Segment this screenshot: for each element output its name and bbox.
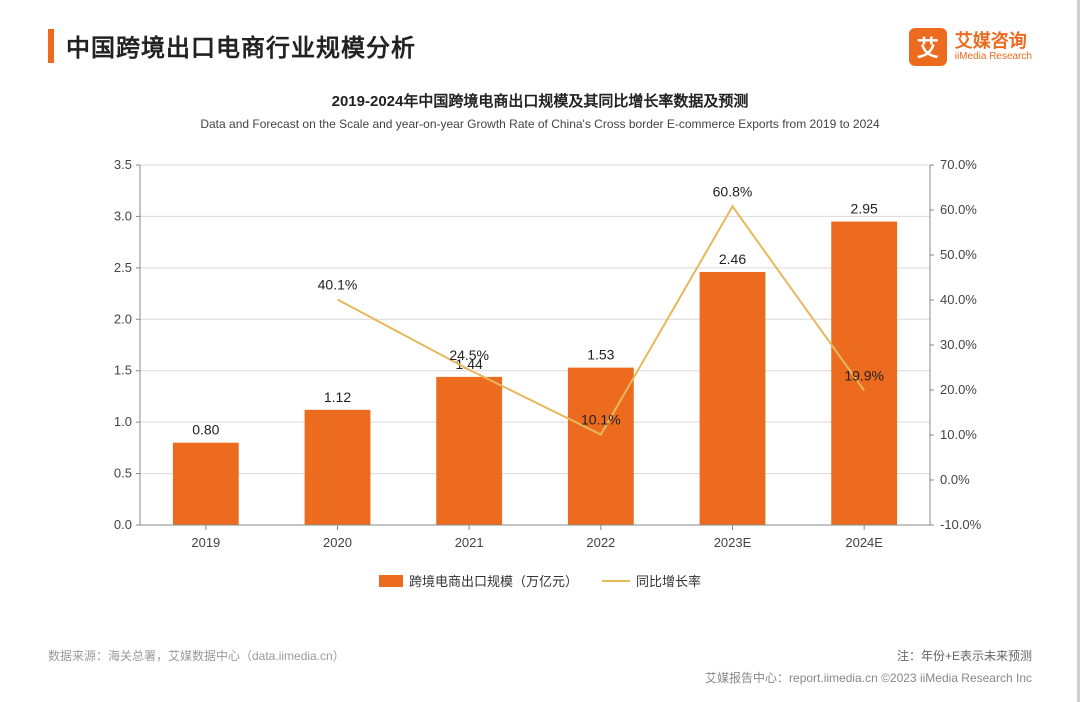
svg-text:20.0%: 20.0% xyxy=(940,382,977,397)
logo-cn: 艾媒咨询 xyxy=(955,32,1032,52)
svg-text:70.0%: 70.0% xyxy=(940,157,977,172)
legend-line-swatch xyxy=(602,580,630,582)
svg-text:60.0%: 60.0% xyxy=(940,202,977,217)
bar xyxy=(436,377,502,525)
logo-text: 艾媒咨询 iiMedia Research xyxy=(955,32,1032,63)
logo-en: iiMedia Research xyxy=(955,51,1032,62)
footer-note: 注：年份+E表示未来预测 xyxy=(897,647,1032,664)
svg-text:2.46: 2.46 xyxy=(719,251,746,267)
svg-text:1.12: 1.12 xyxy=(324,389,351,405)
svg-text:60.8%: 60.8% xyxy=(713,183,753,199)
svg-text:2020: 2020 xyxy=(323,535,352,550)
chart-svg: 0.0 0.5 1.0 1.5 2.0 2.5 3.0 3.5 -10.0% 0.0% 10.0% 2… xyxy=(90,155,990,565)
svg-text:2021: 2021 xyxy=(455,535,484,550)
svg-text:2.0: 2.0 xyxy=(114,311,132,326)
chart-area: 0.0 0.5 1.0 1.5 2.0 2.5 3.0 3.5 -10.0% 0.0% 10.0% 2… xyxy=(90,155,990,565)
svg-text:0.0%: 0.0% xyxy=(940,472,970,487)
svg-text:10.0%: 10.0% xyxy=(940,427,977,442)
svg-text:2024E: 2024E xyxy=(845,535,883,550)
svg-text:3.5: 3.5 xyxy=(114,157,132,172)
svg-text:19.9%: 19.9% xyxy=(844,367,884,383)
legend-bar-item: 跨境电商出口规模（万亿元） xyxy=(379,571,578,590)
svg-text:40.0%: 40.0% xyxy=(940,292,977,307)
svg-text:2023E: 2023E xyxy=(714,535,752,550)
svg-text:2.5: 2.5 xyxy=(114,260,132,275)
bar xyxy=(173,443,239,525)
legend-line-label: 同比增长率 xyxy=(636,571,701,590)
legend: 跨境电商出口规模（万亿元） 同比增长率 xyxy=(48,571,1032,590)
chart-titles: 2019-2024年中国跨境电商出口规模及其同比增长率数据及预测 Data an… xyxy=(48,90,1032,131)
svg-text:1.5: 1.5 xyxy=(114,363,132,378)
bar xyxy=(568,368,634,525)
title-left: 中国跨境出口电商行业规模分析 xyxy=(48,28,416,63)
footer-copyright: 艾媒报告中心：report.iimedia.cn ©2023 iiMedia R… xyxy=(705,669,1032,686)
legend-bar-label: 跨境电商出口规模（万亿元） xyxy=(409,571,578,590)
svg-text:50.0%: 50.0% xyxy=(940,247,977,262)
bar xyxy=(305,410,371,525)
legend-line-item: 同比增长率 xyxy=(602,571,701,590)
svg-text:1.0: 1.0 xyxy=(114,414,132,429)
svg-text:2.95: 2.95 xyxy=(851,201,878,217)
logo-icon: 艾 xyxy=(909,28,947,66)
page-title: 中国跨境出口电商行业规模分析 xyxy=(66,28,416,63)
svg-text:2019: 2019 xyxy=(191,535,220,550)
page-root: 中国跨境出口电商行业规模分析 艾 艾媒咨询 iiMedia Research 2… xyxy=(0,0,1080,702)
header-row: 中国跨境出口电商行业规模分析 艾 艾媒咨询 iiMedia Research xyxy=(48,28,1032,66)
chart-title-cn: 2019-2024年中国跨境电商出口规模及其同比增长率数据及预测 xyxy=(48,90,1032,111)
svg-text:40.1%: 40.1% xyxy=(318,277,358,293)
svg-text:3.0: 3.0 xyxy=(114,208,132,223)
svg-text:-10.0%: -10.0% xyxy=(940,517,982,532)
svg-text:0.0: 0.0 xyxy=(114,517,132,532)
svg-text:30.0%: 30.0% xyxy=(940,337,977,352)
legend-bar-swatch xyxy=(379,575,403,587)
svg-text:10.1%: 10.1% xyxy=(581,412,621,428)
brand-logo: 艾 艾媒咨询 iiMedia Research xyxy=(909,28,1032,66)
svg-text:0.80: 0.80 xyxy=(192,422,219,438)
footer-source: 数据来源：海关总署，艾媒数据中心（data.iimedia.cn） xyxy=(48,647,345,664)
chart-title-en: Data and Forecast on the Scale and year-… xyxy=(48,117,1032,131)
svg-text:2022: 2022 xyxy=(586,535,615,550)
bar xyxy=(700,272,766,525)
svg-text:24.5%: 24.5% xyxy=(449,347,489,363)
svg-text:0.5: 0.5 xyxy=(114,466,132,481)
svg-text:1.53: 1.53 xyxy=(587,347,614,363)
title-accent-bar xyxy=(48,29,54,63)
